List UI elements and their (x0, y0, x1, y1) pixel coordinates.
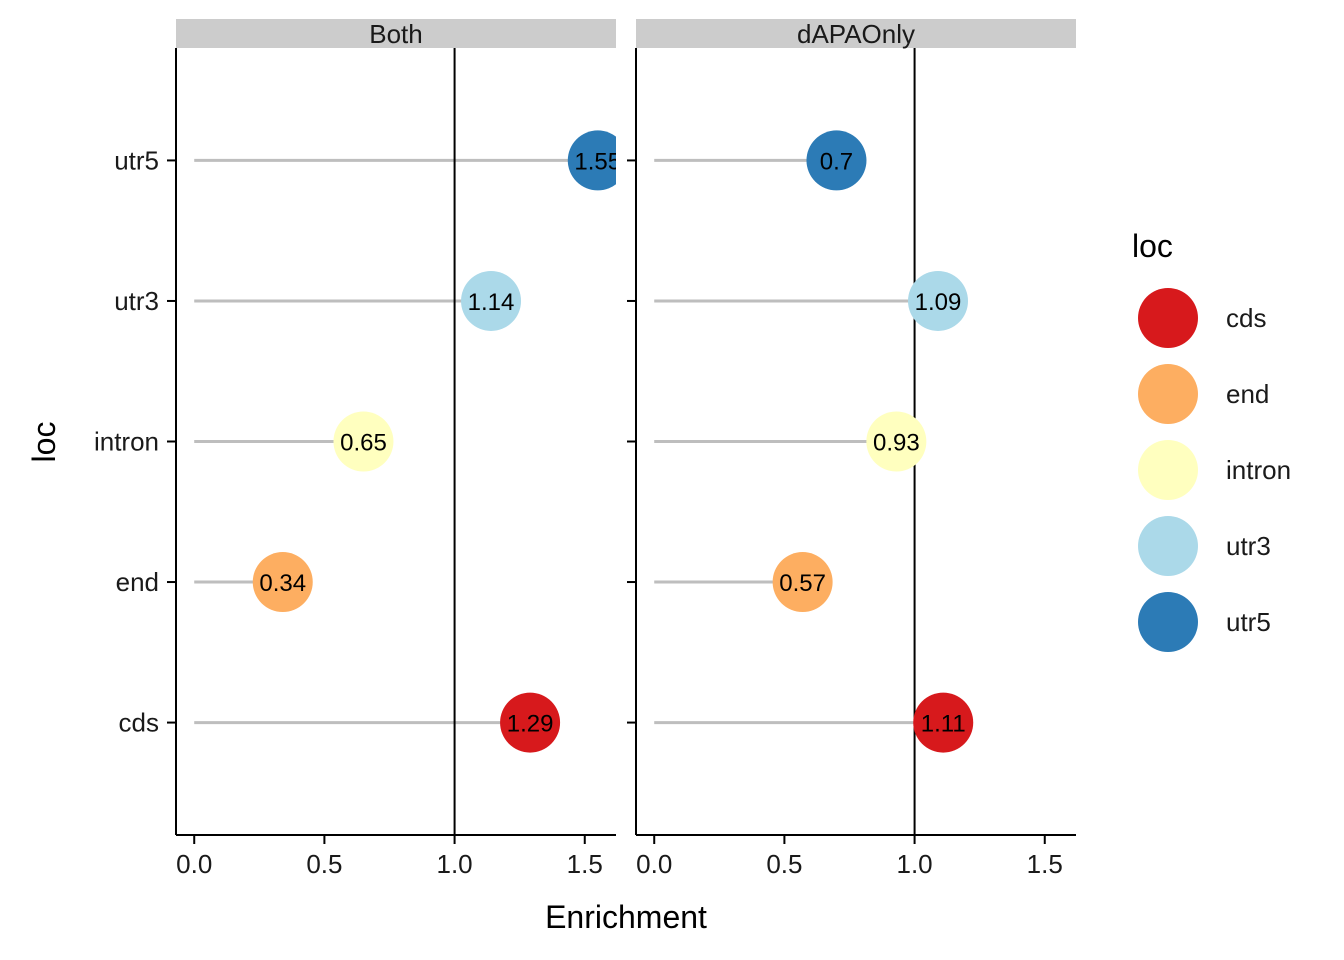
point-end (252, 552, 313, 613)
data-label-end: 0.57 (779, 570, 826, 597)
data-label-end: 0.34 (259, 570, 306, 597)
x-tick-label: 1.0 (437, 849, 473, 879)
point-cds (913, 692, 974, 753)
point-intron (333, 411, 394, 472)
point-cds (500, 692, 561, 753)
legend-title: loc (1132, 228, 1173, 264)
points-group: 1.29 0.34 0.65 1.14 1.55 (252, 130, 621, 753)
legend-key-utr3 (1138, 516, 1198, 576)
y-tick-label: cds (119, 708, 159, 738)
x-tick-label: 0.5 (766, 849, 802, 879)
legend-label-intron: intron (1226, 455, 1291, 485)
x-tick-label: 1.5 (1027, 849, 1063, 879)
y-tick-label: end (116, 567, 159, 597)
x-tick-label: 0.5 (306, 849, 342, 879)
y-tick-label: utr3 (114, 286, 159, 316)
point-utr5 (567, 130, 616, 191)
data-label-utr3: 1.14 (468, 289, 515, 316)
panels-layer: Both 0.0 0.5 1.0 1.5 cds end intron utr3 utr5 1.29… (94, 19, 1076, 879)
legend-label-utr5: utr5 (1226, 607, 1271, 637)
strip-Both (176, 19, 616, 48)
point-end (772, 552, 833, 613)
data-label-cds: 1.29 (507, 711, 554, 738)
legend-key-intron (1138, 440, 1198, 500)
panel-Both: Both 0.0 0.5 1.0 1.5 cds end intron utr3 utr5 1.29… (94, 19, 621, 879)
y-axis-title: loc (26, 422, 62, 463)
data-label-intron: 0.93 (873, 430, 920, 457)
data-label-cds: 1.11 (921, 711, 966, 738)
legend: loc cds end intron utr3 utr5 (1132, 228, 1291, 652)
legend-key-cds (1138, 288, 1198, 348)
legend-key-end (1138, 364, 1198, 424)
x-tick-label: 0.0 (176, 849, 212, 879)
data-label-utr5: 0.7 (820, 148, 853, 175)
data-label-utr5: 1.55 (574, 148, 621, 175)
strip-label-Both: Both (369, 19, 423, 49)
point-intron (866, 411, 927, 472)
panel-dAPAOnly: dAPAOnly 0.0 0.5 1.0 1.5 1.11 0.57 0.93 1.09 0.7 (627, 19, 1076, 879)
x-axis-title: Enrichment (545, 899, 707, 935)
strip-dAPAOnly (636, 19, 1076, 48)
point-utr5 (806, 130, 867, 191)
y-tick-label: intron (94, 427, 159, 457)
x-tick-label: 1.0 (897, 849, 933, 879)
x-tick-label: 1.5 (567, 849, 603, 879)
point-utr3 (461, 270, 522, 331)
data-label-intron: 0.65 (340, 430, 387, 457)
legend-label-utr3: utr3 (1226, 531, 1271, 561)
strip-label-dAPAOnly: dAPAOnly (797, 19, 915, 49)
points-group: 1.11 0.57 0.93 1.09 0.7 (772, 130, 974, 753)
y-tick-label: utr5 (114, 145, 159, 175)
legend-label-cds: cds (1226, 303, 1266, 333)
legend-label-end: end (1226, 379, 1269, 409)
legend-key-utr5 (1138, 592, 1198, 652)
data-label-utr3: 1.09 (915, 289, 962, 316)
point-utr3 (908, 270, 969, 331)
x-tick-label: 0.0 (636, 849, 672, 879)
